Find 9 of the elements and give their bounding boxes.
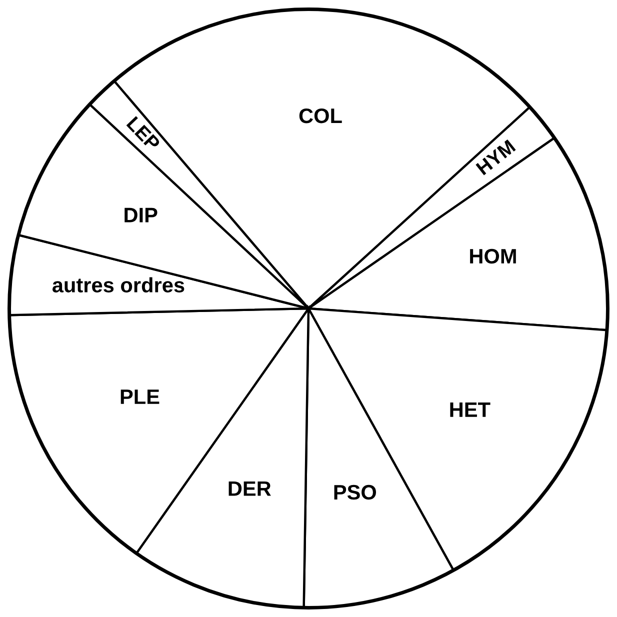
slice-label: DER (228, 481, 271, 496)
slice-label: autres ordres (52, 277, 184, 293)
slice-label: PSO (334, 484, 376, 500)
slice-label: HET (450, 402, 490, 417)
slice-label: COL (299, 108, 342, 124)
slice-label: DIP (124, 208, 158, 222)
slice-label: LEP (126, 116, 161, 152)
slice-label: PLE (120, 390, 160, 404)
slice-label: HOM (470, 248, 516, 264)
